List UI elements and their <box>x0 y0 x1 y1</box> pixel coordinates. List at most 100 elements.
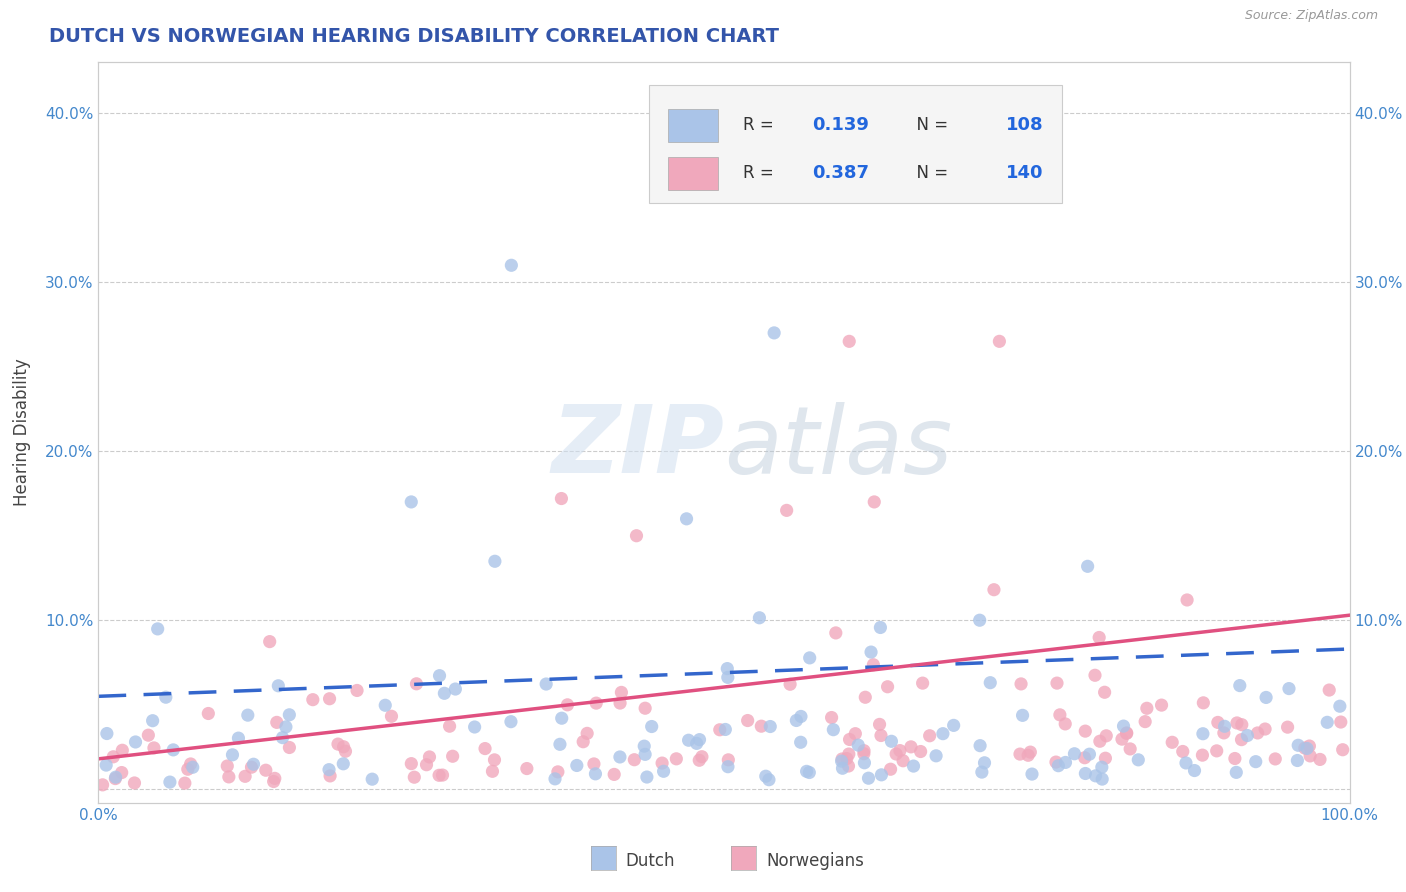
Point <box>415 757 437 772</box>
Point <box>484 753 506 767</box>
Point <box>585 696 607 710</box>
Point <box>1088 734 1111 748</box>
Point <box>1299 748 1322 763</box>
Point <box>142 740 165 755</box>
Point <box>837 759 859 773</box>
Point <box>626 529 648 543</box>
Point <box>1010 677 1032 691</box>
Point <box>254 763 277 777</box>
Point <box>547 764 569 779</box>
Point <box>432 768 454 782</box>
Text: Source: ZipAtlas.com: Source: ZipAtlas.com <box>1244 9 1378 22</box>
Point <box>853 744 876 758</box>
Point <box>942 718 965 732</box>
Point <box>758 772 780 787</box>
Point <box>1063 747 1085 761</box>
Point <box>880 734 903 748</box>
Point <box>1077 559 1099 574</box>
Point <box>1175 756 1198 770</box>
Point <box>675 512 697 526</box>
Point <box>1074 766 1097 780</box>
Point <box>439 719 461 733</box>
Point <box>831 754 853 768</box>
Point <box>401 495 423 509</box>
Point <box>979 675 1001 690</box>
Point <box>853 756 876 770</box>
Point <box>1277 720 1299 734</box>
Point <box>603 767 626 781</box>
Point <box>831 752 853 766</box>
Point <box>1091 772 1114 786</box>
Text: N =: N = <box>905 116 953 135</box>
Point <box>319 769 342 783</box>
Point <box>103 749 125 764</box>
Point <box>1205 744 1227 758</box>
Point <box>1091 760 1114 774</box>
Point <box>474 741 496 756</box>
Point <box>433 686 456 700</box>
Point <box>983 582 1005 597</box>
Point <box>716 662 738 676</box>
Point <box>853 690 876 705</box>
Point <box>1150 698 1173 712</box>
Point <box>689 732 711 747</box>
Point <box>636 770 658 784</box>
Point <box>900 739 922 754</box>
Y-axis label: Hearing Disability: Hearing Disability <box>13 359 31 507</box>
Point <box>925 748 948 763</box>
Point <box>879 762 901 776</box>
Point <box>551 711 574 725</box>
Point <box>970 765 993 780</box>
Point <box>1192 727 1215 741</box>
FancyBboxPatch shape <box>668 109 718 142</box>
Point <box>1236 729 1258 743</box>
Point <box>709 723 731 737</box>
Point <box>844 727 866 741</box>
Point <box>332 739 354 754</box>
Point <box>1133 714 1156 729</box>
Point <box>755 769 778 783</box>
Point <box>155 690 177 705</box>
Point <box>838 334 860 349</box>
Point <box>1229 679 1251 693</box>
Point <box>1254 690 1277 705</box>
Text: R =: R = <box>742 164 779 183</box>
Point <box>335 744 357 758</box>
Point <box>401 756 423 771</box>
Point <box>1054 756 1077 770</box>
Point <box>1309 752 1331 766</box>
Point <box>1111 732 1133 747</box>
Point <box>1161 735 1184 749</box>
Point <box>484 554 506 568</box>
Text: N =: N = <box>905 164 953 183</box>
Point <box>688 753 710 767</box>
Point <box>326 737 349 751</box>
Text: DUTCH VS NORWEGIAN HEARING DISABILITY CORRELATION CHART: DUTCH VS NORWEGIAN HEARING DISABILITY CO… <box>49 27 779 45</box>
Point <box>1084 769 1107 783</box>
Point <box>1088 631 1111 645</box>
Point <box>374 698 396 713</box>
Point <box>1298 739 1320 753</box>
Text: R =: R = <box>742 116 779 135</box>
Point <box>891 754 914 768</box>
Point <box>824 626 846 640</box>
Point <box>111 743 134 757</box>
Point <box>634 701 657 715</box>
Point <box>1264 752 1286 766</box>
Point <box>346 683 368 698</box>
Point <box>749 719 772 733</box>
Point <box>869 620 891 634</box>
Point <box>820 710 842 724</box>
Point <box>501 258 523 272</box>
Point <box>884 747 907 761</box>
Point <box>1073 750 1095 764</box>
Point <box>737 714 759 728</box>
Point <box>142 714 165 728</box>
Point <box>572 735 595 749</box>
Text: Norwegians: Norwegians <box>766 852 865 870</box>
Point <box>799 651 821 665</box>
Point <box>1095 729 1118 743</box>
Point <box>278 707 301 722</box>
Point <box>233 769 256 783</box>
Point <box>903 759 925 773</box>
